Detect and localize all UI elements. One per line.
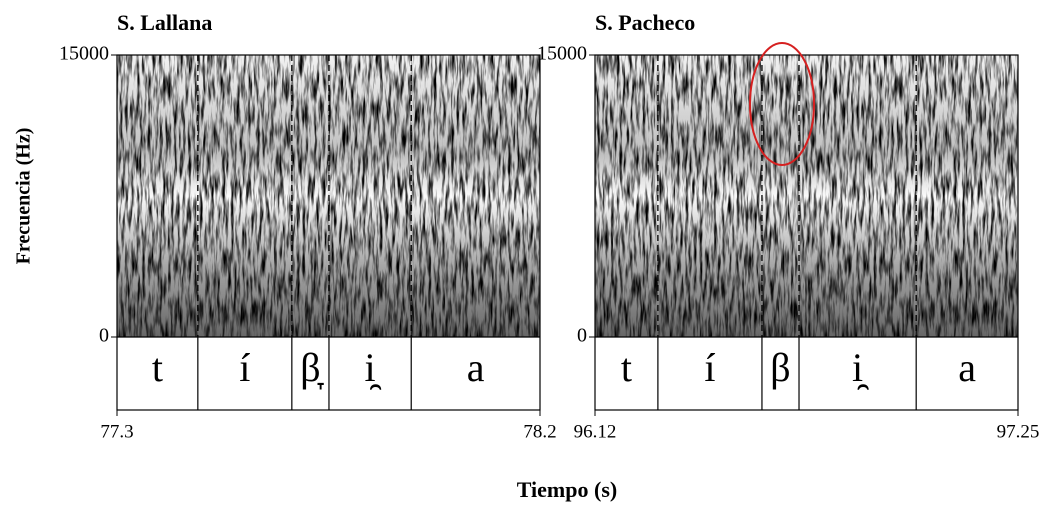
x-tick-label: 96.12 <box>574 421 617 442</box>
y-tick-label: 15000 <box>59 43 109 65</box>
segment-label: i̯ <box>365 345 382 390</box>
segment-label: í <box>239 345 250 390</box>
panel-title: S. Lallana <box>117 10 212 35</box>
y-axis-label: Frecuencia (Hz) <box>13 128 35 265</box>
segment-label: t <box>152 345 163 390</box>
segment-label: t <box>621 345 632 390</box>
y-tick-label: 0 <box>99 325 109 347</box>
segment-label: a <box>958 345 976 390</box>
segment-label: a <box>467 345 485 390</box>
segment-label: β̞ <box>300 345 324 390</box>
plot-frame <box>594 54 1019 411</box>
x-tick-label: 97.25 <box>997 421 1040 442</box>
x-tick-label: 78.2 <box>523 421 556 442</box>
segment-label: i̯ <box>852 345 869 390</box>
x-tick-label: 77.3 <box>100 421 133 442</box>
y-tick-label: 15000 <box>537 43 587 65</box>
y-tick-label: 0 <box>577 325 587 347</box>
segment-label: í <box>704 345 715 390</box>
highlight-ellipse <box>749 42 815 166</box>
panel-title: S. Pacheco <box>595 10 695 35</box>
segment-label: β <box>770 345 790 390</box>
x-axis-label: Tiempo (s) <box>517 477 617 502</box>
spectrogram-bands <box>595 55 1018 337</box>
